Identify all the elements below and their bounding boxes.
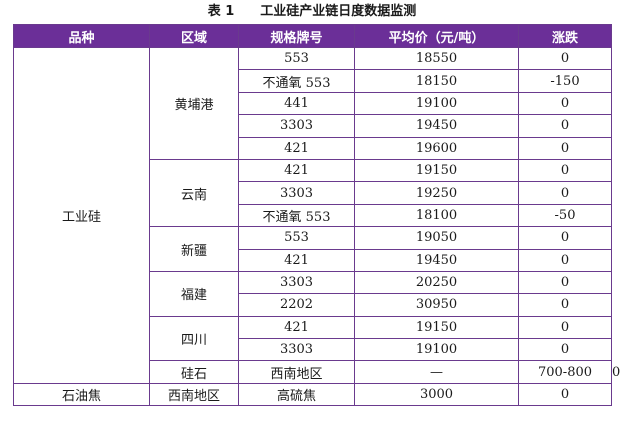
cell-region: 云南 [149, 158, 239, 228]
table-row: 441 19100 0 [14, 91, 612, 116]
cell-grade: — [354, 360, 519, 384]
cell-change: 0 [518, 158, 612, 183]
cell-price: 18100 [354, 203, 519, 228]
cell-region: 新疆 [149, 226, 239, 272]
table-row: 3303 19100 0 [14, 338, 612, 362]
table-caption: 表 1 工业硅产业链日度数据监测 [0, 0, 624, 24]
cell-grade: 3303 [238, 338, 355, 362]
cell-grade: 553 [238, 46, 355, 71]
cell-grade: 3303 [238, 114, 355, 138]
cell-grade: 高硫焦 [238, 382, 355, 407]
cell-grade: 421 [238, 158, 355, 183]
table-title: 工业硅产业链日度数据监测 [260, 4, 417, 19]
table-row: 421 19450 0 [14, 248, 612, 272]
cell-price: 19450 [354, 248, 519, 272]
table-row: 福建 3303 20250 0 [14, 270, 612, 317]
cell-price: 19250 [354, 181, 519, 205]
table-body: 工业硅 黄埔港 553 18550 0 不通氧 553 18150 -150 441 19100 0… [13, 46, 620, 407]
cell-grade: 421 [238, 136, 355, 160]
cell-change: 0 [518, 315, 612, 340]
cell-price: 19450 [354, 114, 519, 138]
table-row: 四川 421 19150 0 [14, 315, 612, 362]
cell-price: 30950 [354, 293, 519, 317]
cell-change: 0 [518, 293, 612, 317]
cell-region: 西南地区 [238, 360, 355, 384]
header-row: 品种 区域 规格牌号 平均价（元/吨） 涨跌 [13, 24, 612, 48]
cell-change: 0 [518, 46, 612, 71]
cell-product: 硅石 [149, 360, 239, 384]
cell-product: 工业硅 [13, 47, 150, 384]
cell-change: 0 [518, 114, 612, 138]
table-row: 硅石 西南地区 —700-800 0 [14, 360, 620, 384]
cell-grade: 不通氧 553 [238, 203, 355, 228]
cell-price: 18550 [354, 46, 519, 71]
cell-price: 19150 [354, 158, 519, 183]
cell-change: -50 [518, 203, 612, 228]
header-region: 区域 [149, 24, 239, 48]
table-row: 2202 30950 0 [14, 293, 612, 317]
cell-price: 19050 [354, 226, 519, 250]
cell-grade: 441 [238, 91, 355, 116]
cell-change: 0 [518, 270, 612, 295]
table-row: 云南 421 19150 0 [14, 158, 612, 228]
cell-region: 福建 [149, 270, 239, 317]
cell-grade: 553 [238, 226, 355, 250]
cell-price: 19100 [354, 91, 519, 116]
table-row: 3303 19450 0 [14, 114, 612, 138]
table-row: 新疆 553 19050 0 [14, 226, 612, 272]
header-grade: 规格牌号 [238, 24, 355, 48]
cell-price: 20250 [354, 270, 519, 295]
header-price: 平均价（元/吨） [354, 24, 519, 48]
cell-change: 0 [518, 136, 612, 160]
header-change: 涨跌 [518, 24, 612, 48]
table-row: 石油焦 西南地区 高硫焦 3000 0 [13, 382, 612, 407]
table-row: 工业硅 黄埔港 553 18550 0 [13, 46, 612, 384]
cell-change: 0 [518, 226, 612, 250]
cell-grade: 3303 [238, 270, 355, 295]
table-number: 表 1 [207, 4, 235, 19]
cell-grade: 不通氧 553 [238, 69, 355, 93]
cell-change: 0 [518, 181, 612, 205]
cell-price: 19100 [354, 338, 519, 362]
cell-grade: 421 [238, 248, 355, 272]
cell-product: 石油焦 [13, 382, 150, 407]
cell-change: 0 [518, 338, 612, 362]
cell-price: 700-800 [518, 360, 612, 384]
cell-region: 四川 [149, 315, 239, 362]
cell-region: 西南地区 [149, 382, 239, 407]
table-row: 3303 19250 0 [14, 181, 612, 205]
cell-change: -150 [518, 69, 612, 93]
cell-price: 19150 [354, 315, 519, 340]
price-monitor-table: 品种 区域 规格牌号 平均价（元/吨） 涨跌 工业硅 黄埔港 553 18550 0 不通… [13, 24, 620, 407]
cell-price: 19600 [354, 136, 519, 160]
cell-change: 0 [518, 248, 612, 272]
cell-region: 黄埔港 [149, 47, 239, 160]
cell-grade: 3303 [238, 181, 355, 205]
cell-grade: 2202 [238, 293, 355, 317]
cell-change: 0 [518, 382, 612, 407]
header-product: 品种 [13, 24, 150, 48]
cell-change: 0 [518, 91, 612, 116]
cell-price: 18150 [354, 69, 519, 93]
cell-price: 3000 [354, 382, 519, 407]
cell-grade: 421 [238, 315, 355, 340]
